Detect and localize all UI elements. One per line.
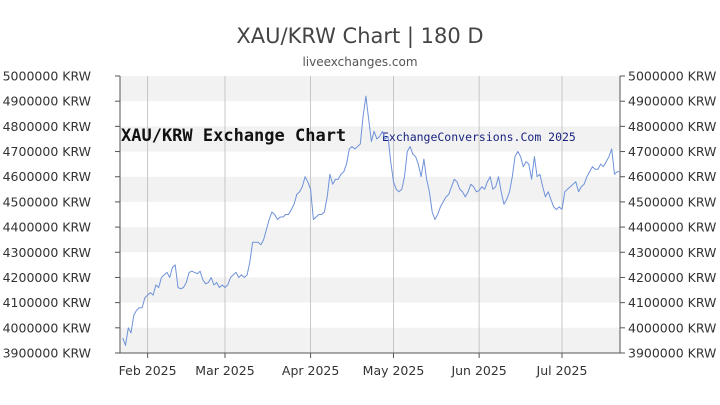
y-tick-label: 4000000 KRW bbox=[3, 320, 91, 335]
y-tick-label: 4900000 KRW bbox=[628, 94, 716, 109]
y-tick-label: 4700000 KRW bbox=[628, 144, 716, 159]
y-tick-label: 4100000 KRW bbox=[628, 295, 716, 310]
x-tick-label: Mar 2025 bbox=[195, 363, 254, 378]
y-tick-label: 4400000 KRW bbox=[628, 220, 716, 235]
y-tick-label: 3900000 KRW bbox=[3, 346, 91, 361]
y-tick-label: 4200000 KRW bbox=[3, 270, 91, 285]
y-axis-labels-right: 3900000 KRW 4000000 KRW 4100000 KRW 4200000… bbox=[628, 69, 716, 361]
series-line bbox=[122, 95, 620, 346]
credit-watermark: ExchangeConversions.Com 2025 bbox=[382, 130, 576, 144]
chart-axes bbox=[115, 75, 625, 358]
y-tick-label: 3900000 KRW bbox=[628, 346, 716, 361]
y-tick-label: 4900000 KRW bbox=[3, 94, 91, 109]
y-tick-label: 4200000 KRW bbox=[628, 270, 716, 285]
x-tick-label: Apr 2025 bbox=[282, 363, 339, 378]
x-tick-label: Feb 2025 bbox=[119, 363, 177, 378]
y-tick-label: 4600000 KRW bbox=[628, 169, 716, 184]
x-axis-labels: Feb 2025 Mar 2025 Apr 2025 May 2025 Jun 2025… bbox=[119, 363, 588, 378]
y-tick-label: 5000000 KRW bbox=[3, 69, 91, 84]
y-tick-label: 4000000 KRW bbox=[628, 320, 716, 335]
y-tick-label: 4600000 KRW bbox=[3, 169, 91, 184]
y-tick-label: 4800000 KRW bbox=[3, 119, 91, 134]
y-tick-label: 4300000 KRW bbox=[628, 245, 716, 260]
chart-label-watermark: XAU/KRW Exchange Chart bbox=[121, 126, 346, 146]
chart-bands bbox=[120, 76, 620, 353]
x-tick-label: Jun 2025 bbox=[450, 363, 506, 378]
x-tick-label: May 2025 bbox=[363, 363, 425, 378]
y-axis-labels-left: 3900000 KRW 4000000 KRW 4100000 KRW 4200000… bbox=[3, 69, 91, 361]
series-group bbox=[122, 95, 620, 346]
chart-vertical-grid bbox=[147, 76, 563, 353]
grid-band bbox=[120, 327, 620, 353]
y-tick-label: 4700000 KRW bbox=[3, 144, 91, 159]
y-tick-label: 4500000 KRW bbox=[3, 194, 91, 209]
y-tick-label: 4100000 KRW bbox=[3, 295, 91, 310]
y-tick-label: 4300000 KRW bbox=[3, 245, 91, 260]
grid-band bbox=[120, 176, 620, 202]
chart-title: XAU/KRW Chart | 180 D bbox=[236, 24, 484, 48]
grid-band bbox=[120, 277, 620, 303]
x-tick-label: Jul 2025 bbox=[536, 363, 588, 378]
y-tick-label: 4400000 KRW bbox=[3, 220, 91, 235]
y-tick-label: 4800000 KRW bbox=[628, 119, 716, 134]
grid-band bbox=[120, 76, 620, 102]
y-tick-label: 5000000 KRW bbox=[628, 69, 716, 84]
chart-subtitle: liveexchanges.com bbox=[302, 55, 418, 69]
grid-band bbox=[120, 227, 620, 253]
y-tick-label: 4500000 KRW bbox=[628, 194, 716, 209]
